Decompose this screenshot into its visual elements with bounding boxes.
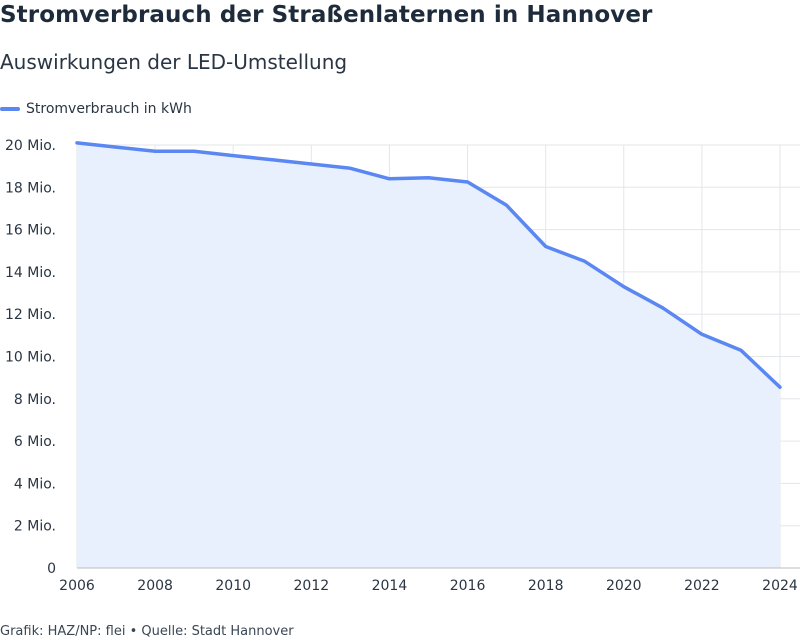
y-tick-label: 10 Mio.	[5, 350, 56, 366]
y-tick-label: 0	[47, 561, 56, 577]
legend-label: Stromverbrauch in kWh	[26, 101, 192, 117]
x-tick-label: 2014	[372, 578, 408, 594]
series-area-fill	[77, 142, 780, 568]
area-layer	[77, 142, 780, 568]
x-tick-label: 2018	[528, 578, 564, 594]
y-tick-label: 8 Mio.	[14, 392, 56, 408]
y-tick-label: 4 Mio.	[14, 476, 56, 492]
y-tick-label: 6 Mio.	[14, 434, 56, 450]
x-tick-label: 2020	[606, 578, 642, 594]
axes: 0 2 Mio. 4 Mio. 6 Mio. 8 Mio. 10 Mio. 12 Mio. 1…	[5, 138, 800, 594]
source-note: Grafik: HAZ/NP: flei • Quelle: Stadt Han…	[0, 624, 294, 639]
y-tick-label: 18 Mio.	[5, 180, 56, 196]
y-tick-label: 2 Mio.	[14, 519, 56, 535]
legend-swatch	[0, 107, 20, 111]
x-tick-label: 2024	[762, 578, 798, 594]
line-layer	[75, 141, 782, 389]
x-tick-label: 2012	[294, 578, 330, 594]
y-tick-label: 12 Mio.	[5, 307, 56, 323]
x-tick-label: 2006	[59, 578, 95, 594]
x-tick-label: 2016	[450, 578, 486, 594]
x-tick-label: 2008	[137, 578, 173, 594]
chart-subtitle: Auswirkungen der LED-Umstellung	[0, 50, 348, 74]
y-tick-label: 20 Mio.	[5, 138, 56, 154]
y-tick-label: 16 Mio.	[5, 223, 56, 239]
x-tick-label: 2022	[684, 578, 720, 594]
legend: Stromverbrauch in kWh	[0, 99, 192, 119]
chart-title: Stromverbrauch der Straßenlaternen in Ha…	[0, 2, 653, 28]
x-tick-label: 2010	[215, 578, 251, 594]
y-tick-label: 14 Mio.	[5, 265, 56, 281]
